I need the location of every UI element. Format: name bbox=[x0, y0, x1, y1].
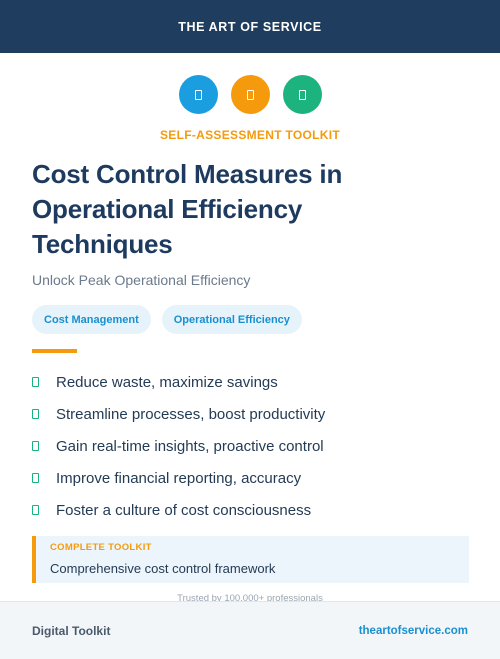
list-item: Reduce waste, maximize savings bbox=[32, 366, 472, 398]
document-icon bbox=[230, 75, 270, 114]
check-icon bbox=[32, 377, 39, 387]
document-icon bbox=[282, 75, 322, 114]
accent-divider bbox=[32, 349, 77, 353]
website-link[interactable]: theartofservice.com bbox=[358, 624, 468, 637]
subtitle: Unlock Peak Operational Efficiency bbox=[32, 272, 251, 288]
benefit-text: Streamline processes, boost productivity bbox=[56, 405, 326, 423]
brand-name: THE ART OF SERVICE bbox=[178, 19, 322, 34]
benefit-text: Reduce waste, maximize savings bbox=[56, 373, 278, 391]
check-icon bbox=[32, 505, 39, 515]
footer-label: Digital Toolkit bbox=[32, 623, 111, 638]
title-line: Operational Efficiency bbox=[32, 194, 303, 224]
benefit-list: Reduce waste, maximize savings Streamlin… bbox=[32, 366, 472, 526]
callout-text: Comprehensive cost control framework bbox=[50, 561, 276, 576]
page-title: Cost Control Measures in Operational Eff… bbox=[32, 157, 472, 262]
check-icon bbox=[32, 473, 39, 483]
kicker-label: SELF-ASSESSMENT TOOLKIT bbox=[159, 128, 341, 142]
footer-bar: Digital Toolkit theartofservice.com bbox=[0, 601, 500, 659]
tag-list: Cost Management Operational Efficiency bbox=[32, 305, 302, 334]
check-icon bbox=[32, 441, 39, 451]
list-item: Gain real-time insights, proactive contr… bbox=[32, 430, 472, 462]
trusted-note: Trusted by 100,000+ professionals bbox=[177, 593, 323, 604]
tag-cost-management: Cost Management bbox=[32, 305, 151, 334]
benefit-text: Gain real-time insights, proactive contr… bbox=[56, 437, 324, 455]
benefit-text: Improve financial reporting, accuracy bbox=[56, 469, 302, 487]
check-icon bbox=[32, 409, 39, 419]
document-icon bbox=[178, 75, 218, 114]
toolkit-callout: COMPLETE TOOLKIT Comprehensive cost cont… bbox=[32, 536, 469, 583]
benefit-text: Foster a culture of cost consciousness bbox=[56, 501, 312, 519]
header-bar: THE ART OF SERVICE bbox=[0, 0, 500, 53]
tag-operational-efficiency: Operational Efficiency bbox=[161, 305, 302, 334]
icon-row bbox=[0, 75, 500, 114]
list-item: Streamline processes, boost productivity bbox=[32, 398, 472, 430]
title-line: Techniques bbox=[32, 229, 173, 259]
title-line: Cost Control Measures in bbox=[32, 159, 343, 189]
list-item: Foster a culture of cost consciousness bbox=[32, 494, 472, 526]
callout-label: COMPLETE TOOLKIT bbox=[50, 542, 152, 553]
list-item: Improve financial reporting, accuracy bbox=[32, 462, 472, 494]
